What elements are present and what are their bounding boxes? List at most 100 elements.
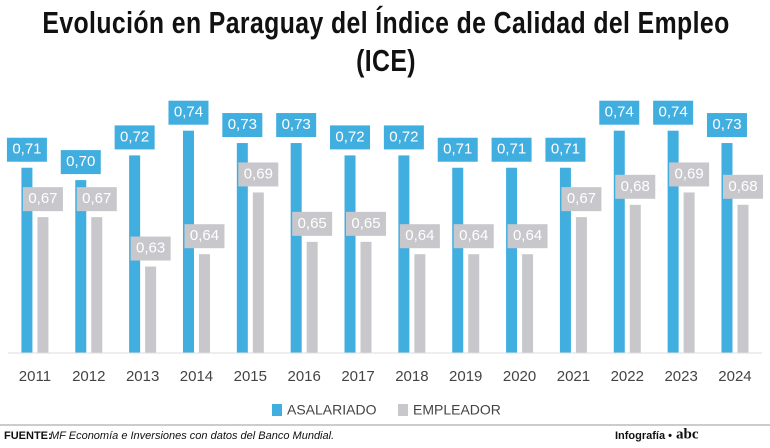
legend-swatch bbox=[398, 404, 408, 416]
value-label: 0,73 bbox=[712, 116, 741, 133]
value-label: 0,67 bbox=[82, 190, 111, 207]
value-label: 0,68 bbox=[728, 178, 757, 195]
bar bbox=[737, 204, 749, 353]
x-tick-label: 2012 bbox=[72, 368, 105, 385]
x-tick-label: 2021 bbox=[557, 368, 590, 385]
bar bbox=[290, 143, 302, 353]
value-label: 0,74 bbox=[174, 104, 203, 121]
value-label: 0,64 bbox=[459, 227, 488, 244]
bar bbox=[344, 155, 356, 353]
bar bbox=[306, 241, 318, 353]
bar bbox=[91, 217, 103, 353]
bar bbox=[559, 167, 571, 353]
value-label-box bbox=[706, 113, 747, 138]
value-label: 0,72 bbox=[120, 128, 149, 145]
value-label-box bbox=[130, 236, 171, 261]
value-label-box bbox=[561, 187, 602, 212]
value-label-box bbox=[60, 150, 101, 175]
value-label-box bbox=[6, 137, 47, 162]
bar bbox=[452, 167, 464, 353]
value-label-box bbox=[437, 137, 478, 162]
value-label: 0,65 bbox=[298, 215, 327, 232]
x-tick-label: 2020 bbox=[503, 368, 536, 385]
value-label: 0,64 bbox=[513, 227, 542, 244]
value-label: 0,69 bbox=[675, 165, 704, 182]
bar bbox=[360, 241, 372, 353]
x-tick-label: 2023 bbox=[664, 368, 697, 385]
bar bbox=[236, 143, 248, 353]
value-label-box bbox=[653, 100, 694, 125]
value-label-box bbox=[615, 174, 656, 199]
value-label-box bbox=[168, 100, 209, 125]
legend-swatch bbox=[272, 404, 282, 416]
value-label: 0,63 bbox=[136, 240, 165, 257]
value-label: 0,71 bbox=[443, 141, 472, 158]
x-tick-label: 2014 bbox=[180, 368, 213, 385]
value-label-box bbox=[330, 125, 371, 150]
value-label-box bbox=[346, 211, 387, 236]
bar bbox=[252, 192, 264, 353]
source-label: FUENTE: bbox=[4, 430, 52, 442]
value-label: 0,64 bbox=[190, 227, 219, 244]
value-label-box bbox=[599, 100, 640, 125]
value-label: 0,73 bbox=[282, 116, 311, 133]
x-tick-label: 2013 bbox=[126, 368, 159, 385]
source-text: MF Economía e Inversiones con datos del … bbox=[50, 430, 334, 442]
value-label: 0,70 bbox=[66, 153, 95, 170]
x-tick-label: 2019 bbox=[449, 368, 482, 385]
bar bbox=[468, 254, 480, 353]
value-label-box bbox=[76, 187, 117, 212]
x-tick-label: 2024 bbox=[718, 368, 751, 385]
value-label: 0,74 bbox=[605, 104, 634, 121]
value-label: 0,71 bbox=[551, 141, 580, 158]
value-label-box bbox=[238, 162, 279, 187]
value-label: 0,68 bbox=[621, 178, 650, 195]
value-label-box bbox=[507, 224, 548, 249]
bar bbox=[721, 143, 733, 353]
bar bbox=[75, 180, 87, 353]
x-tick-label: 2016 bbox=[287, 368, 320, 385]
value-label: 0,72 bbox=[335, 128, 364, 145]
bar bbox=[575, 217, 587, 353]
bar bbox=[683, 192, 695, 353]
bar bbox=[198, 254, 210, 353]
value-label-box bbox=[399, 224, 440, 249]
bar bbox=[37, 217, 49, 353]
bar bbox=[145, 266, 157, 353]
value-label: 0,67 bbox=[28, 190, 57, 207]
chart-title: Evolución en Paraguay del Índice de Cali… bbox=[42, 5, 730, 78]
value-label: 0,71 bbox=[12, 141, 41, 158]
bar bbox=[629, 204, 641, 353]
value-label: 0,74 bbox=[659, 104, 688, 121]
value-label: 0,72 bbox=[389, 128, 418, 145]
value-label: 0,71 bbox=[497, 141, 526, 158]
legend-label: EMPLEADOR bbox=[413, 402, 501, 418]
x-tick-label: 2011 bbox=[19, 368, 51, 385]
x-tick-label: 2017 bbox=[341, 368, 374, 385]
bar bbox=[506, 167, 518, 353]
x-tick-label: 2022 bbox=[611, 368, 644, 385]
value-label: 0,69 bbox=[244, 165, 273, 182]
bar bbox=[398, 155, 410, 353]
value-label-box bbox=[383, 125, 424, 150]
value-label-box bbox=[669, 162, 710, 187]
value-label-box bbox=[22, 187, 63, 212]
value-label: 0,67 bbox=[567, 190, 596, 207]
bar bbox=[522, 254, 534, 353]
value-label-box bbox=[276, 113, 317, 138]
value-label-box bbox=[545, 137, 586, 162]
value-label-box bbox=[491, 137, 532, 162]
value-label: 0,73 bbox=[228, 116, 257, 133]
value-label-box bbox=[722, 174, 763, 199]
bar bbox=[613, 130, 625, 353]
value-label: 0,65 bbox=[351, 215, 380, 232]
value-label-box bbox=[114, 125, 155, 150]
legend-label: ASALARIADO bbox=[287, 402, 377, 418]
value-label-box bbox=[222, 113, 263, 138]
x-tick-label: 2015 bbox=[234, 368, 267, 385]
value-label: 0,64 bbox=[405, 227, 434, 244]
bar bbox=[21, 167, 33, 353]
bar bbox=[667, 130, 679, 353]
